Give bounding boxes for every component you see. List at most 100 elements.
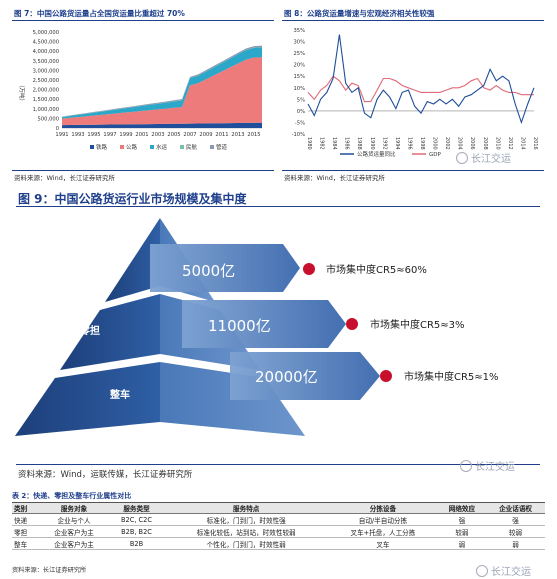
fig7-source-rule — [12, 170, 274, 171]
x-tick-label: 1997 — [103, 132, 116, 138]
table-cell: 零担 — [12, 525, 40, 538]
tier-lingdan-label: 零担 — [79, 324, 100, 337]
area-pipe — [62, 45, 262, 117]
table-cell: 企业客户为主 — [39, 537, 109, 550]
x-tick-label: 2004 — [457, 137, 463, 150]
legend-label: 民航 — [186, 143, 198, 151]
wechat-icon — [476, 565, 488, 577]
fig8-chart: 35%30%25%20%15%10%5%0%-5%-10% 1980 1982 19… — [292, 28, 538, 158]
tier-zhengche-label: 整车 — [109, 388, 130, 401]
y-tick-label: 4,000,000 — [33, 49, 59, 55]
tier-zhengche-cr5: 市场集中度CR5≈1% — [404, 370, 499, 383]
x-tick-label: 2010 — [494, 137, 500, 150]
y-tick-label: 1,500,000 — [33, 97, 59, 103]
x-tick-label: 2001 — [135, 132, 148, 138]
fig8-x-ticks: 1980 1982 1984 1986 1988 1990 1992 1994 1996 1998… — [306, 137, 538, 150]
y-tick-label: 10% — [293, 86, 305, 92]
x-tick-label: 2012 — [507, 137, 513, 150]
table-cell: 叉车 — [328, 537, 438, 550]
legend-swatch — [150, 145, 154, 149]
fig7-source: 资料来源：Wind，长江证券研究所 — [14, 174, 115, 182]
table-cell: 企业客户为主 — [39, 525, 109, 538]
fig8-lines — [307, 34, 535, 125]
y-tick-label: 2,000,000 — [33, 88, 59, 94]
pyramid-tier-zhengche: 整车 20000亿 市场集中度CR5≈1% — [15, 352, 499, 436]
watermark-bottom: 长江交运 — [476, 563, 531, 578]
y-tick-label: 1,000,000 — [33, 107, 59, 113]
x-tick-label: 1995 — [87, 132, 100, 138]
y-tick-label: 5% — [297, 97, 305, 103]
table-cell: 标准化较低，站到站，时效性较弱 — [164, 525, 329, 538]
pyramid-tier-kuaidi: 快递 5000亿 市场集中度CR5≈60% — [105, 218, 427, 302]
table-cell: 弱 — [486, 537, 545, 550]
table2-caption: 表 2：快递、零担及整车行业属性对比 — [12, 492, 132, 500]
legend-swatch — [120, 145, 124, 149]
tier-kuaidi-dot — [303, 263, 315, 275]
line-road-freight — [307, 34, 535, 125]
y-tick-label: 0% — [297, 109, 305, 115]
x-tick-label: 1999 — [119, 132, 132, 138]
tier-kuaidi-label: 快递 — [107, 255, 128, 268]
legend-label: 铁路 — [96, 143, 108, 151]
y-tick-label: -5% — [295, 120, 305, 126]
table-cell: 个性化，门到门，时效性弱 — [164, 537, 329, 550]
comparison-table: 类别 服务对象 服务类型 服务特点 分拣设备 网络效应 企业话语权 快递 企业与… — [12, 502, 545, 550]
line-gdp — [307, 75, 534, 103]
fig9-source: 资料来源：Wind，运联传媒，长江证券研究所 — [18, 470, 193, 480]
fig7-y-ticks: 5,000,000 4,500,000 4,000,000 3,500,000 3,00… — [33, 30, 59, 132]
x-tick-label: 1990 — [369, 137, 375, 150]
legend-label: 公路 — [126, 143, 138, 151]
area-water — [62, 47, 262, 119]
y-tick-label: -10% — [292, 132, 305, 138]
y-tick-label: 2,500,000 — [33, 78, 59, 84]
fig9-title-rule — [16, 206, 540, 207]
x-tick-label: 2015 — [247, 132, 260, 138]
table-header: 网络效应 — [437, 502, 487, 514]
x-tick-label: 2002 — [444, 137, 450, 150]
x-tick-label: 2013 — [231, 132, 244, 138]
x-tick-label: 1991 — [55, 132, 68, 138]
x-tick-label: 2009 — [199, 132, 212, 138]
tier-kuaidi-cr5: 市场集中度CR5≈60% — [326, 263, 427, 276]
table-cell: 自动/半自动分拣 — [328, 513, 438, 526]
fig7-legend: 铁路 公路 水运 民航 管道 — [90, 143, 228, 151]
x-tick-label: 1986 — [344, 137, 350, 150]
fig8-title-rule — [282, 20, 544, 21]
y-tick-label: 3,000,000 — [33, 68, 59, 74]
fig8-legend-road: 公路货运量同比 — [357, 150, 396, 158]
y-tick-label: 25% — [293, 51, 305, 57]
table-cell: 叉车+托盘，人工分拣 — [328, 525, 438, 538]
table-cell: 较弱 — [486, 525, 545, 538]
x-tick-label: 1996 — [406, 137, 412, 150]
fig9-title: 图 9：中国公路货运行业市场规模及集中度 — [18, 192, 247, 206]
wechat-icon — [460, 460, 472, 472]
legend-swatch — [90, 145, 94, 149]
y-tick-label: 5,000,000 — [33, 30, 59, 36]
y-tick-label: 0 — [56, 126, 59, 132]
tier-kuaidi-size: 5000亿 — [182, 262, 235, 280]
table-header: 服务特点 — [164, 502, 329, 514]
x-tick-label: 1993 — [71, 132, 84, 138]
x-tick-label: 2003 — [151, 132, 164, 138]
watermark-top: 长江交运 — [456, 150, 511, 165]
table-row: 整车 企业客户为主 B2B 个性化，门到门，时效性弱 叉车 弱 弱 — [12, 537, 545, 550]
x-tick-label: 1988 — [356, 137, 362, 150]
x-tick-label: 2014 — [519, 137, 525, 150]
tier-lingdan-cr5: 市场集中度CR5≈3% — [370, 318, 465, 331]
fig8-y-ticks: 35% 30% 25% 20% 15% 10% 5% 0% -5% -10% — [292, 28, 305, 138]
table-header: 类别 — [12, 502, 40, 514]
tier-lingdan-dot — [346, 318, 358, 330]
y-tick-label: 3,500,000 — [33, 59, 59, 65]
table-cell: 弱 — [437, 537, 487, 550]
table-cell: B2B, B2C — [108, 525, 165, 538]
table-cell: B2C, C2C — [108, 513, 165, 526]
legend-label: 管道 — [216, 143, 228, 151]
x-tick-label: 2006 — [469, 137, 475, 150]
table2-source: 资料来源：长江证券研究所 — [12, 567, 87, 574]
pyramid-tier-lingdan: 零担 11000亿 市场集中度CR5≈3% — [60, 294, 465, 370]
table-header: 服务对象 — [39, 502, 109, 514]
x-tick-label: 1980 — [306, 137, 312, 150]
y-tick-label: 35% — [293, 28, 305, 34]
x-tick-label: 2007 — [183, 132, 196, 138]
fig7-stacked-areas — [62, 45, 262, 128]
